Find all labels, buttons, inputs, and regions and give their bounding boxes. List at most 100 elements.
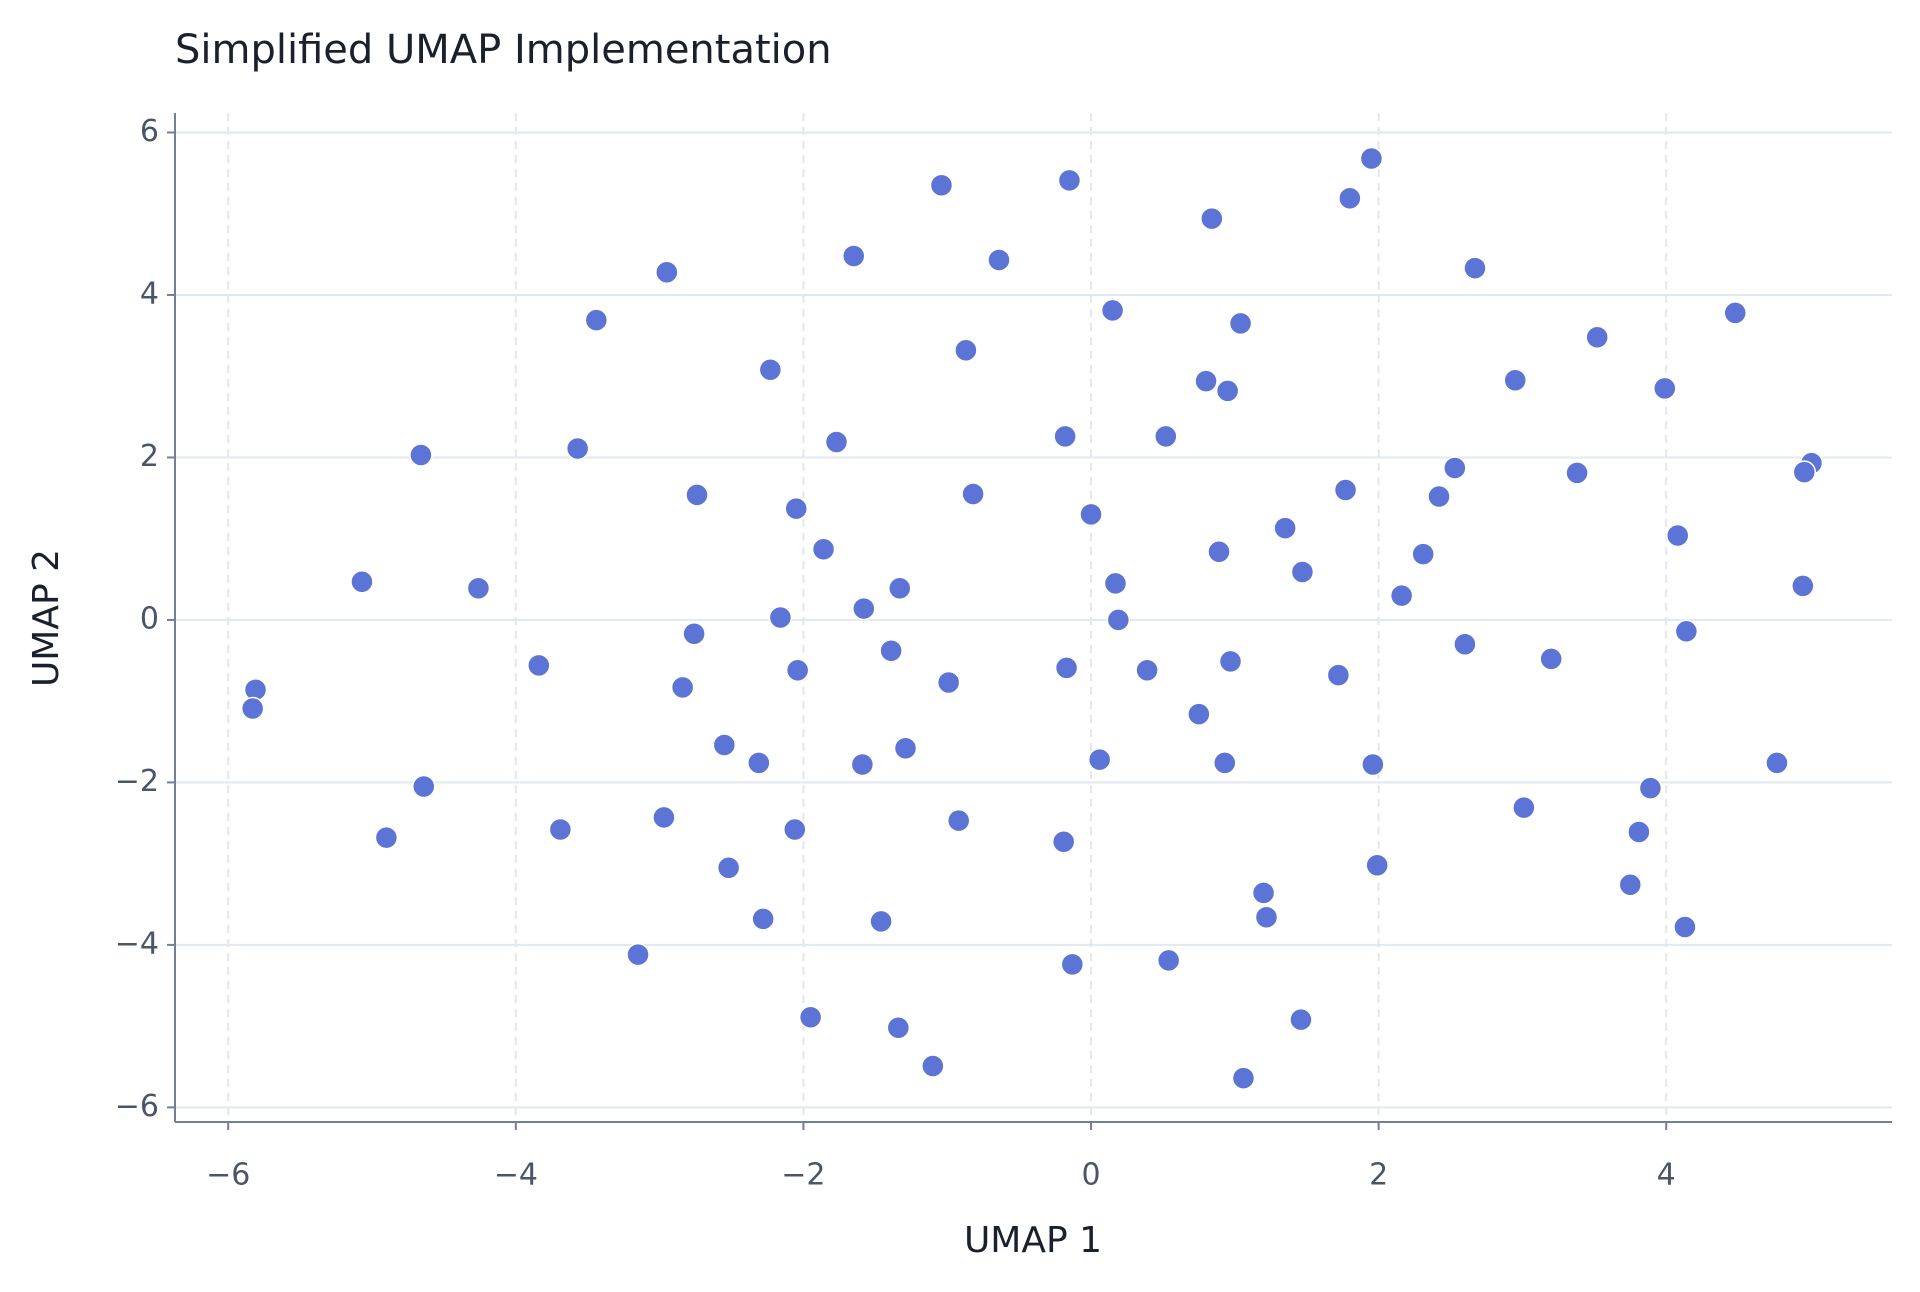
y-tick-label: 4 (140, 276, 159, 311)
point (1087, 747, 1112, 772)
point (893, 736, 918, 761)
point (1326, 663, 1351, 687)
x-tick-label: −4 (494, 1158, 538, 1193)
point (685, 483, 709, 507)
point (841, 244, 866, 268)
point (527, 653, 551, 678)
x-tick-label: −2 (781, 1158, 825, 1193)
point (1273, 516, 1297, 540)
point (1289, 1007, 1313, 1032)
point (670, 675, 695, 700)
y-axis-label: UMAP 2 (26, 549, 67, 687)
x-tick-label: 4 (1657, 1158, 1676, 1193)
point (1723, 301, 1748, 325)
point (1254, 905, 1279, 930)
point (1389, 583, 1414, 608)
point (1187, 702, 1211, 726)
point (652, 805, 676, 830)
point (1251, 881, 1276, 905)
point (921, 1054, 945, 1078)
point (1200, 206, 1224, 231)
point (1154, 424, 1178, 449)
point (1361, 752, 1385, 777)
point (1765, 751, 1789, 775)
point (548, 817, 573, 842)
point (716, 855, 741, 880)
point (784, 496, 808, 521)
point (783, 817, 807, 842)
point (954, 338, 978, 362)
point (1443, 456, 1467, 480)
x-axis-label: UMAP 1 (964, 1220, 1102, 1261)
point (747, 751, 771, 775)
point (412, 774, 436, 799)
point (1054, 656, 1079, 680)
point (1228, 311, 1253, 336)
point (1215, 379, 1240, 403)
point (1053, 424, 1077, 449)
point (879, 639, 903, 663)
point (1653, 376, 1677, 401)
point (1638, 776, 1663, 800)
point (936, 670, 961, 695)
point (655, 260, 679, 284)
point (1453, 632, 1477, 657)
point (1079, 502, 1103, 527)
y-tick-label: 2 (140, 439, 159, 474)
point (929, 173, 954, 198)
x-tick-label: 0 (1081, 1158, 1100, 1193)
point (409, 443, 433, 467)
point (1411, 542, 1435, 566)
point (1792, 460, 1817, 484)
point (1427, 484, 1451, 509)
point (1338, 186, 1362, 211)
point (1207, 539, 1231, 564)
y-tick-label: −4 (115, 926, 159, 961)
point (1585, 325, 1609, 349)
point (1194, 369, 1218, 393)
point (1463, 256, 1487, 280)
point (1618, 873, 1643, 897)
point (1051, 829, 1076, 854)
point (1135, 658, 1159, 683)
point (1565, 461, 1589, 485)
y-tick-label: −6 (115, 1089, 159, 1124)
point (712, 733, 737, 757)
point (961, 482, 985, 506)
point (798, 1005, 823, 1029)
point (946, 808, 971, 833)
point (1665, 523, 1690, 548)
y-tick-label: 0 (140, 601, 159, 636)
point (1359, 146, 1384, 171)
point (1333, 478, 1358, 502)
point (886, 1016, 911, 1040)
point (1100, 298, 1125, 323)
point (1057, 168, 1082, 193)
point (350, 570, 374, 594)
point (987, 248, 1011, 272)
point (240, 696, 265, 721)
point (1218, 649, 1243, 674)
point (565, 436, 590, 461)
point (1365, 853, 1389, 878)
point (811, 537, 836, 562)
chart-title: Simplified UMAP Implementation (175, 27, 832, 73)
point (824, 430, 849, 454)
point (768, 605, 793, 630)
point (1503, 368, 1527, 393)
y-tick-label: −2 (115, 764, 159, 799)
point (1512, 795, 1536, 820)
point (850, 752, 875, 777)
point (1156, 948, 1181, 973)
point (888, 576, 912, 601)
point (1231, 1066, 1256, 1090)
point (1539, 647, 1563, 671)
point (1673, 915, 1697, 939)
point (1060, 952, 1085, 977)
point (466, 576, 491, 601)
point (682, 621, 706, 646)
point (626, 942, 650, 967)
point (584, 308, 609, 332)
point (751, 907, 775, 931)
